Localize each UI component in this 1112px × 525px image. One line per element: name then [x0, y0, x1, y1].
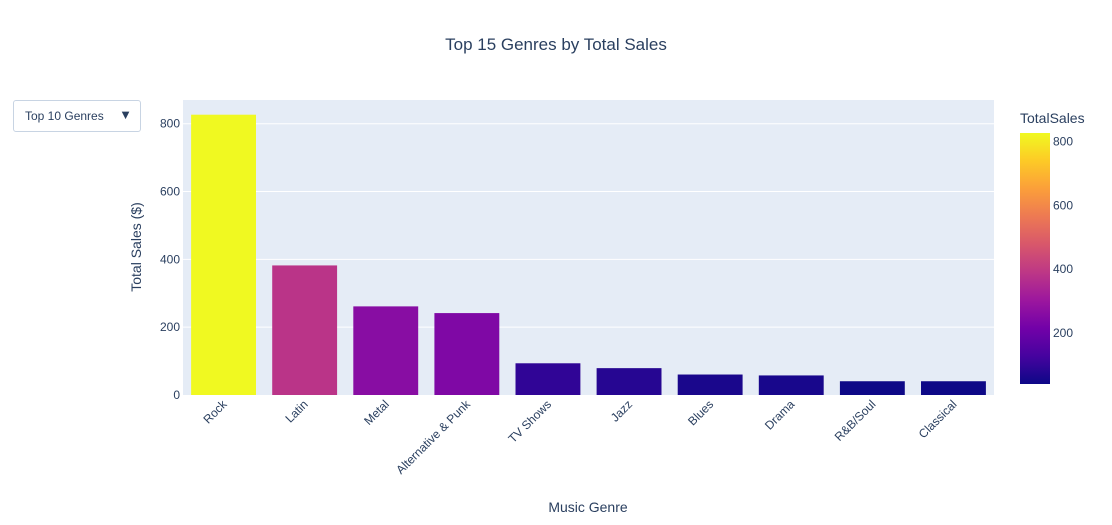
y-tick-label: 600 — [160, 185, 180, 199]
bar — [434, 313, 500, 395]
y-axis-label: Total Sales ($) — [128, 202, 144, 291]
bars — [191, 114, 986, 396]
genre-count-dropdown[interactable]: Top 10 Genres ▼ — [13, 100, 141, 132]
x-tick-label: Rock — [200, 397, 230, 427]
y-tick-label: 200 — [160, 320, 180, 334]
triangle-down-icon: ▼ — [119, 107, 132, 122]
x-tick-label: Drama — [762, 397, 798, 433]
bar — [758, 375, 824, 395]
colorbar-tick-labels: 200 400 600 800 — [1053, 135, 1073, 341]
colorbar-tick-label: 400 — [1053, 262, 1073, 276]
y-tick-label: 400 — [160, 252, 180, 266]
colorbar-tick-label: 200 — [1053, 326, 1073, 340]
colorbar-tick-label: 600 — [1053, 198, 1073, 212]
x-tick-label: Classical — [916, 397, 960, 441]
bar — [515, 363, 581, 395]
bar — [839, 381, 905, 395]
x-tick-label: Jazz — [608, 397, 635, 424]
x-tick-label: TV Shows — [506, 397, 555, 446]
colorbar-title: TotalSales — [1020, 110, 1085, 126]
colorbar-tick-label: 800 — [1053, 135, 1073, 149]
chart-title: Top 15 Genres by Total Sales — [445, 35, 667, 54]
x-tick-label: R&B/Soul — [832, 397, 879, 444]
bar — [191, 114, 256, 396]
dropdown-selected-label: Top 10 Genres — [25, 109, 104, 123]
colorbar — [1020, 133, 1050, 384]
bar — [353, 306, 419, 395]
x-tick-label: Metal — [361, 397, 392, 428]
y-tick-label: 0 — [173, 388, 180, 402]
bar — [272, 265, 338, 395]
bar — [921, 381, 986, 395]
x-tick-label: Alternative & Punk — [393, 397, 473, 477]
x-tick-label: Latin — [282, 397, 310, 425]
x-tick-labels: Rock Latin Metal Alternative & Punk TV Shows… — [200, 397, 959, 477]
bar — [596, 368, 662, 395]
bar — [677, 374, 743, 395]
x-axis-label: Music Genre — [548, 499, 628, 515]
y-tick-labels: 0 200 400 600 800 — [160, 117, 180, 402]
y-tick-label: 800 — [160, 117, 180, 131]
x-tick-label: Blues — [685, 397, 716, 428]
